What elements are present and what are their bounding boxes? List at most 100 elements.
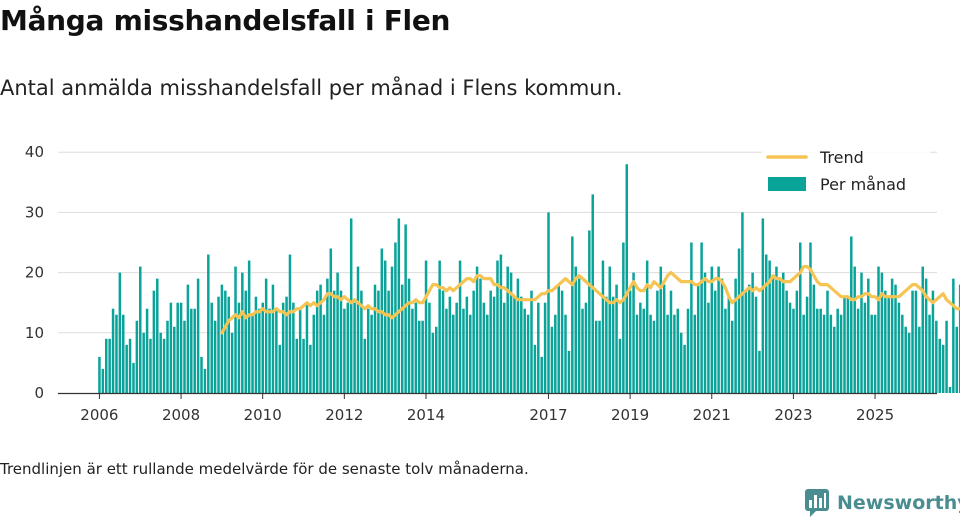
bar xyxy=(890,278,894,393)
bar xyxy=(530,290,533,393)
bar xyxy=(690,242,693,393)
bar xyxy=(234,266,237,393)
bar xyxy=(394,242,397,393)
bar xyxy=(472,290,475,393)
bar xyxy=(897,302,901,393)
bar xyxy=(948,386,952,393)
x-axis: 2006 2008 2010 2012 2014 2017 2019 2021 2023 2025 xyxy=(58,392,937,424)
bar xyxy=(914,290,918,393)
bar xyxy=(693,314,697,393)
bar xyxy=(417,320,421,393)
bar xyxy=(584,302,588,393)
bar xyxy=(499,254,503,393)
bar xyxy=(659,266,663,393)
bar xyxy=(741,212,744,393)
bar xyxy=(836,308,839,393)
bar xyxy=(778,278,782,393)
bar xyxy=(771,278,775,393)
bar xyxy=(785,290,788,393)
bar xyxy=(271,284,275,393)
legend-bars-label: Per månad xyxy=(820,175,906,194)
bar xyxy=(176,302,179,393)
bar xyxy=(179,302,183,393)
bar xyxy=(149,338,152,393)
bar xyxy=(227,296,230,393)
bar xyxy=(747,284,751,393)
bar xyxy=(826,290,829,393)
bar xyxy=(261,302,264,393)
bar xyxy=(608,266,611,393)
bar xyxy=(281,302,285,393)
bar xyxy=(713,290,717,393)
legend: Trend Per månad xyxy=(762,146,930,200)
bar xyxy=(884,290,887,393)
bar xyxy=(887,296,890,393)
bar xyxy=(873,314,877,393)
bar xyxy=(700,242,703,393)
bar xyxy=(213,320,217,393)
bar xyxy=(469,314,472,393)
bar xyxy=(537,302,540,393)
bar xyxy=(452,314,455,393)
bar xyxy=(445,308,448,393)
bar xyxy=(911,290,914,393)
bar xyxy=(533,344,537,393)
bar xyxy=(605,296,608,393)
bar xyxy=(628,290,632,393)
bar xyxy=(230,332,234,393)
bar xyxy=(567,350,571,393)
bar xyxy=(625,164,629,393)
bar xyxy=(952,278,955,393)
bar xyxy=(400,284,404,393)
bar xyxy=(880,272,884,393)
bar xyxy=(353,302,356,393)
bar xyxy=(268,308,271,393)
bar xyxy=(560,290,564,393)
bar xyxy=(162,338,166,393)
bar xyxy=(332,290,336,393)
bar xyxy=(128,338,132,393)
bar xyxy=(254,296,258,393)
bar xyxy=(924,278,928,393)
bar xyxy=(829,314,833,393)
bar xyxy=(380,248,384,393)
bar xyxy=(656,290,659,393)
bar xyxy=(305,302,309,393)
bar xyxy=(475,266,479,393)
bar xyxy=(958,284,960,393)
brand-logo[interactable]: Newsworthy xyxy=(804,488,960,518)
bar-series xyxy=(98,164,960,393)
bar xyxy=(588,230,591,393)
bar xyxy=(135,320,139,393)
bar xyxy=(710,266,714,393)
bar xyxy=(727,296,731,393)
bar xyxy=(574,266,577,393)
bar xyxy=(383,260,387,393)
bar xyxy=(768,260,771,393)
bar xyxy=(853,266,856,393)
bar xyxy=(142,332,145,393)
bar xyxy=(846,296,850,393)
bar xyxy=(438,260,441,393)
x-tick-label: 2023 xyxy=(774,406,812,424)
bar xyxy=(571,236,574,393)
bar xyxy=(652,320,656,393)
bar xyxy=(298,308,302,393)
bar xyxy=(523,308,526,393)
y-tick-label: 40 xyxy=(25,143,44,161)
bar xyxy=(152,290,156,393)
bar xyxy=(397,218,401,393)
bar xyxy=(435,326,438,393)
bar xyxy=(156,278,159,393)
bar xyxy=(241,272,244,393)
bar xyxy=(941,344,945,393)
legend-bars-swatch xyxy=(768,177,806,191)
bar xyxy=(867,278,870,393)
bar xyxy=(193,308,196,393)
x-tick-label: 2010 xyxy=(244,406,282,424)
y-tick-label: 30 xyxy=(25,203,44,221)
bar xyxy=(360,290,363,393)
bar xyxy=(455,302,458,393)
chart-subtitle: Antal anmälda misshandelsfall per månad … xyxy=(0,76,623,100)
bar xyxy=(870,314,873,393)
